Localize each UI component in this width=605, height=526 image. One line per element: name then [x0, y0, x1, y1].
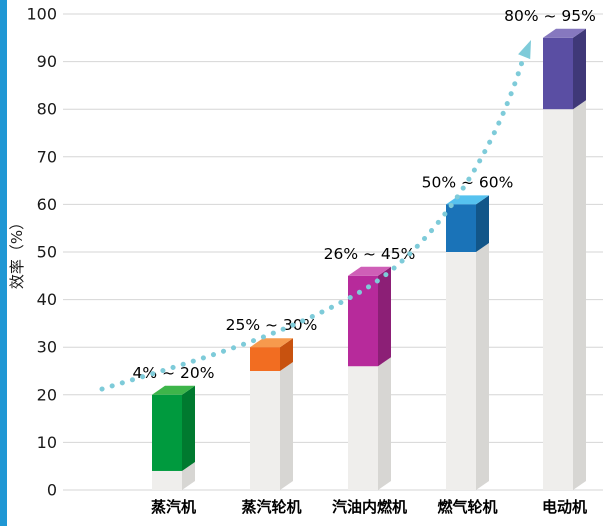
- bar-3-base-side: [378, 357, 391, 490]
- y-axis-label: 效率（%）: [8, 215, 26, 289]
- bar-5-range-label: 80% ~ 95%: [504, 7, 596, 25]
- bar-1-segment-side: [182, 385, 195, 471]
- y-tick-label: 20: [37, 385, 57, 404]
- trend-dotted-curve: [99, 59, 525, 392]
- category-label-1: 蒸汽机: [151, 498, 196, 516]
- y-tick-label: 50: [37, 243, 57, 262]
- bar-5-base-side: [573, 100, 586, 490]
- category-label-2: 蒸汽轮机: [241, 498, 301, 516]
- bar-3-segment-front: [348, 275, 378, 367]
- bar-2-range-label: 25% ~ 30%: [226, 316, 318, 334]
- bar-2-segment-top: [250, 338, 293, 348]
- bar-3-segment-top: [348, 266, 391, 276]
- bar-1-range-label: 4% ~ 20%: [133, 364, 215, 382]
- bar-5-segment-side: [573, 28, 586, 110]
- bar-1-base-front: [152, 470, 182, 490]
- bar-4-segment-side: [476, 195, 489, 252]
- y-tick-label: 30: [37, 338, 57, 357]
- bar-1-base-side: [182, 461, 195, 490]
- y-tick-label: 70: [37, 147, 57, 166]
- y-tick-label: 100: [26, 5, 57, 24]
- y-tick-label: 80: [37, 100, 57, 119]
- category-label-3: 汽油内燃机: [332, 498, 407, 516]
- bar-2-segment-side: [280, 338, 293, 371]
- bar-4-base-front: [446, 252, 476, 490]
- bar-1-segment-front: [152, 394, 182, 471]
- y-tick-label: 90: [37, 52, 57, 71]
- bar-4-base-side: [476, 243, 489, 490]
- bar-5-segment-top: [543, 28, 586, 38]
- y-tick-label: 10: [37, 433, 57, 452]
- left-accent-strip: [0, 0, 7, 526]
- bar-5-segment-front: [543, 37, 573, 110]
- category-label-4: 燃气轮机: [437, 498, 497, 516]
- bar-4-segment-front: [446, 204, 476, 252]
- y-tick-label: 0: [47, 481, 57, 500]
- bar-3-base-front: [348, 366, 378, 490]
- bar-3-segment-side: [378, 266, 391, 367]
- bar-2-base-side: [280, 362, 293, 490]
- bar-5-base-front: [543, 109, 573, 490]
- bar-4-range-label: 50% ~ 60%: [422, 173, 514, 191]
- bar-2-base-front: [250, 371, 280, 490]
- bar-3-range-label: 26% ~ 45%: [324, 245, 416, 263]
- y-tick-label: 40: [37, 290, 57, 309]
- trend-arrowhead-icon: [518, 40, 531, 60]
- category-label-5: 电动机: [542, 498, 587, 516]
- bar-1-segment-top: [152, 385, 195, 395]
- bar-2-segment-front: [250, 347, 280, 371]
- y-tick-label: 60: [37, 195, 57, 214]
